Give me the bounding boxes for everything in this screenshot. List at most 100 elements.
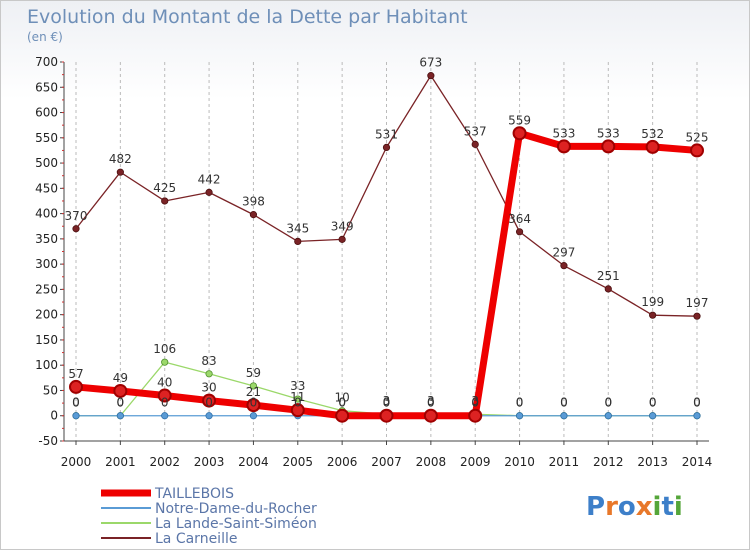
point-la-carneille-2012: [604, 285, 612, 293]
legend-label-la-lande-saint-sim-on: La Lande-Saint-Siméon: [155, 516, 317, 532]
point-la-carneille-2004: [249, 211, 258, 219]
data-label-la-lande-saint-sim-on-2013: 0: [649, 396, 657, 410]
x-tick-label: 2005: [283, 455, 314, 469]
legend-label-taillebois: TAILLEBOIS: [154, 486, 234, 502]
data-label-notre-dame-du-rocher-2002: 0: [161, 396, 169, 410]
point-la-carneille-2007: [382, 143, 391, 152]
y-tick-label: -50: [38, 434, 58, 448]
point-la-carneille-2002: [161, 197, 169, 205]
point-notre-dame-du-rocher-2004: [249, 412, 258, 420]
y-axis-ticks: -50 0 50 100 150 200 250 300 350 400 450 500 550 600 6…: [35, 55, 64, 448]
point-la-lande-saint-sim-on-2003: [205, 370, 213, 378]
point-taillebois-2002: [157, 388, 172, 403]
data-label-notre-dame-du-rocher-2009: 0: [471, 396, 479, 410]
x-tick-label: 2001: [105, 455, 136, 469]
point-notre-dame-du-rocher-2012: [604, 412, 612, 420]
x-tick-label: 2010: [504, 455, 535, 469]
data-label-la-carneille-2014: 197: [686, 296, 709, 310]
y-tick-label: 500: [35, 156, 58, 170]
chart-title: Evolution du Montant de la Dette par Hab…: [27, 6, 468, 28]
data-label-taillebois-2003: 30: [201, 381, 216, 395]
point-la-carneille-2006: [338, 235, 346, 243]
y-tick-label: 550: [35, 131, 58, 145]
logo-letter: r: [605, 492, 618, 522]
data-label-taillebois-2002: 40: [157, 376, 172, 390]
data-label-notre-dame-du-rocher-2000: 0: [72, 396, 80, 410]
data-label-notre-dame-du-rocher-2013: 0: [649, 396, 657, 410]
data-label-la-carneille-2009: 537: [464, 124, 487, 138]
point-taillebois-2004: [246, 398, 261, 413]
data-label-taillebois-2012: 533: [597, 126, 620, 140]
series-group: [69, 72, 704, 423]
point-la-lande-saint-sim-on-2005: [294, 395, 302, 403]
y-tick-label: 300: [35, 257, 58, 271]
data-label-la-carneille-2005: 345: [286, 221, 309, 235]
logo-letter: x: [636, 492, 653, 522]
y-tick-label: 100: [35, 358, 58, 372]
point-notre-dame-du-rocher-2014: [693, 412, 701, 420]
point-notre-dame-du-rocher-2003: [205, 412, 213, 420]
point-notre-dame-du-rocher-2001: [116, 412, 124, 420]
y-tick-label: 150: [35, 333, 58, 347]
point-taillebois-2005: [290, 403, 305, 418]
point-la-carneille-2014: [693, 312, 701, 320]
data-label-taillebois-2013: 532: [641, 127, 664, 141]
data-label-notre-dame-du-rocher-2005: 0: [294, 396, 302, 410]
data-label-notre-dame-du-rocher-2003: 0: [205, 396, 213, 410]
y-tick-label: 650: [35, 80, 58, 94]
data-label-la-lande-saint-sim-on-2000: 0: [72, 396, 80, 410]
data-label-notre-dame-du-rocher-2008: 0: [427, 396, 435, 410]
point-taillebois-2013: [645, 139, 660, 154]
point-notre-dame-du-rocher-2013: [649, 412, 657, 420]
data-label-la-carneille-2012: 251: [597, 269, 620, 283]
proxiti-logo: Proxiti: [586, 492, 683, 522]
y-tick-label: 350: [35, 232, 58, 246]
y-tick-label: 600: [35, 106, 58, 120]
point-taillebois-2014: [690, 143, 704, 158]
logo-letter: P: [586, 492, 605, 522]
point-la-carneille-2005: [294, 237, 302, 245]
data-label-la-lande-saint-sim-on-2008: 3: [427, 394, 435, 408]
data-label-la-lande-saint-sim-on-2004: 59: [246, 366, 261, 380]
y-tick-label: 450: [35, 181, 58, 195]
y-tick-label: 0: [50, 409, 58, 423]
x-tick-label: 2009: [460, 455, 491, 469]
logo-letter: i: [653, 492, 662, 522]
x-tick-label: 2006: [327, 455, 358, 469]
data-label-la-lande-saint-sim-on-2009: 3: [471, 394, 479, 408]
x-tick-label: 2007: [371, 455, 402, 469]
chart-subtitle: (en €): [27, 30, 63, 44]
point-taillebois-2001: [113, 383, 128, 398]
data-label-taillebois-2006: 0: [338, 396, 346, 410]
data-label-taillebois-2004: 21: [246, 385, 261, 399]
point-taillebois-2008: [423, 408, 438, 423]
data-label-notre-dame-du-rocher-2004: 0: [250, 396, 258, 410]
data-label-taillebois-2000: 57: [68, 367, 83, 381]
data-label-taillebois-2010: 559: [508, 113, 531, 127]
data-label-la-carneille-2006: 349: [331, 219, 354, 233]
point-taillebois-2006: [335, 408, 350, 423]
point-la-carneille-2001: [116, 168, 124, 176]
data-label-taillebois-2001: 49: [113, 371, 128, 385]
data-label-la-carneille-2008: 673: [419, 56, 442, 70]
data-label-la-carneille-2000: 370: [65, 209, 88, 223]
data-label-la-carneille-2002: 425: [153, 181, 176, 195]
data-label-taillebois-2005: 11: [290, 390, 305, 404]
point-la-carneille-2003: [205, 188, 213, 196]
x-tick-label: 2012: [593, 455, 624, 469]
data-label-notre-dame-du-rocher-2001: 0: [117, 396, 125, 410]
y-tick-label: 700: [35, 55, 58, 69]
point-notre-dame-du-rocher-2010: [515, 412, 524, 420]
data-label-la-lande-saint-sim-on-2003: 83: [201, 354, 216, 368]
y-tick-label: 50: [43, 383, 58, 397]
y-tick-label: 200: [35, 308, 58, 322]
data-label-la-carneille-2013: 199: [641, 295, 664, 309]
data-label-la-lande-saint-sim-on-2007: 3: [383, 394, 391, 408]
data-label-taillebois-2009: 0: [471, 396, 479, 410]
data-label-taillebois-2014: 525: [686, 130, 709, 144]
point-notre-dame-du-rocher-2000: [72, 412, 80, 420]
data-label-la-lande-saint-sim-on-2006: 10: [335, 391, 350, 405]
